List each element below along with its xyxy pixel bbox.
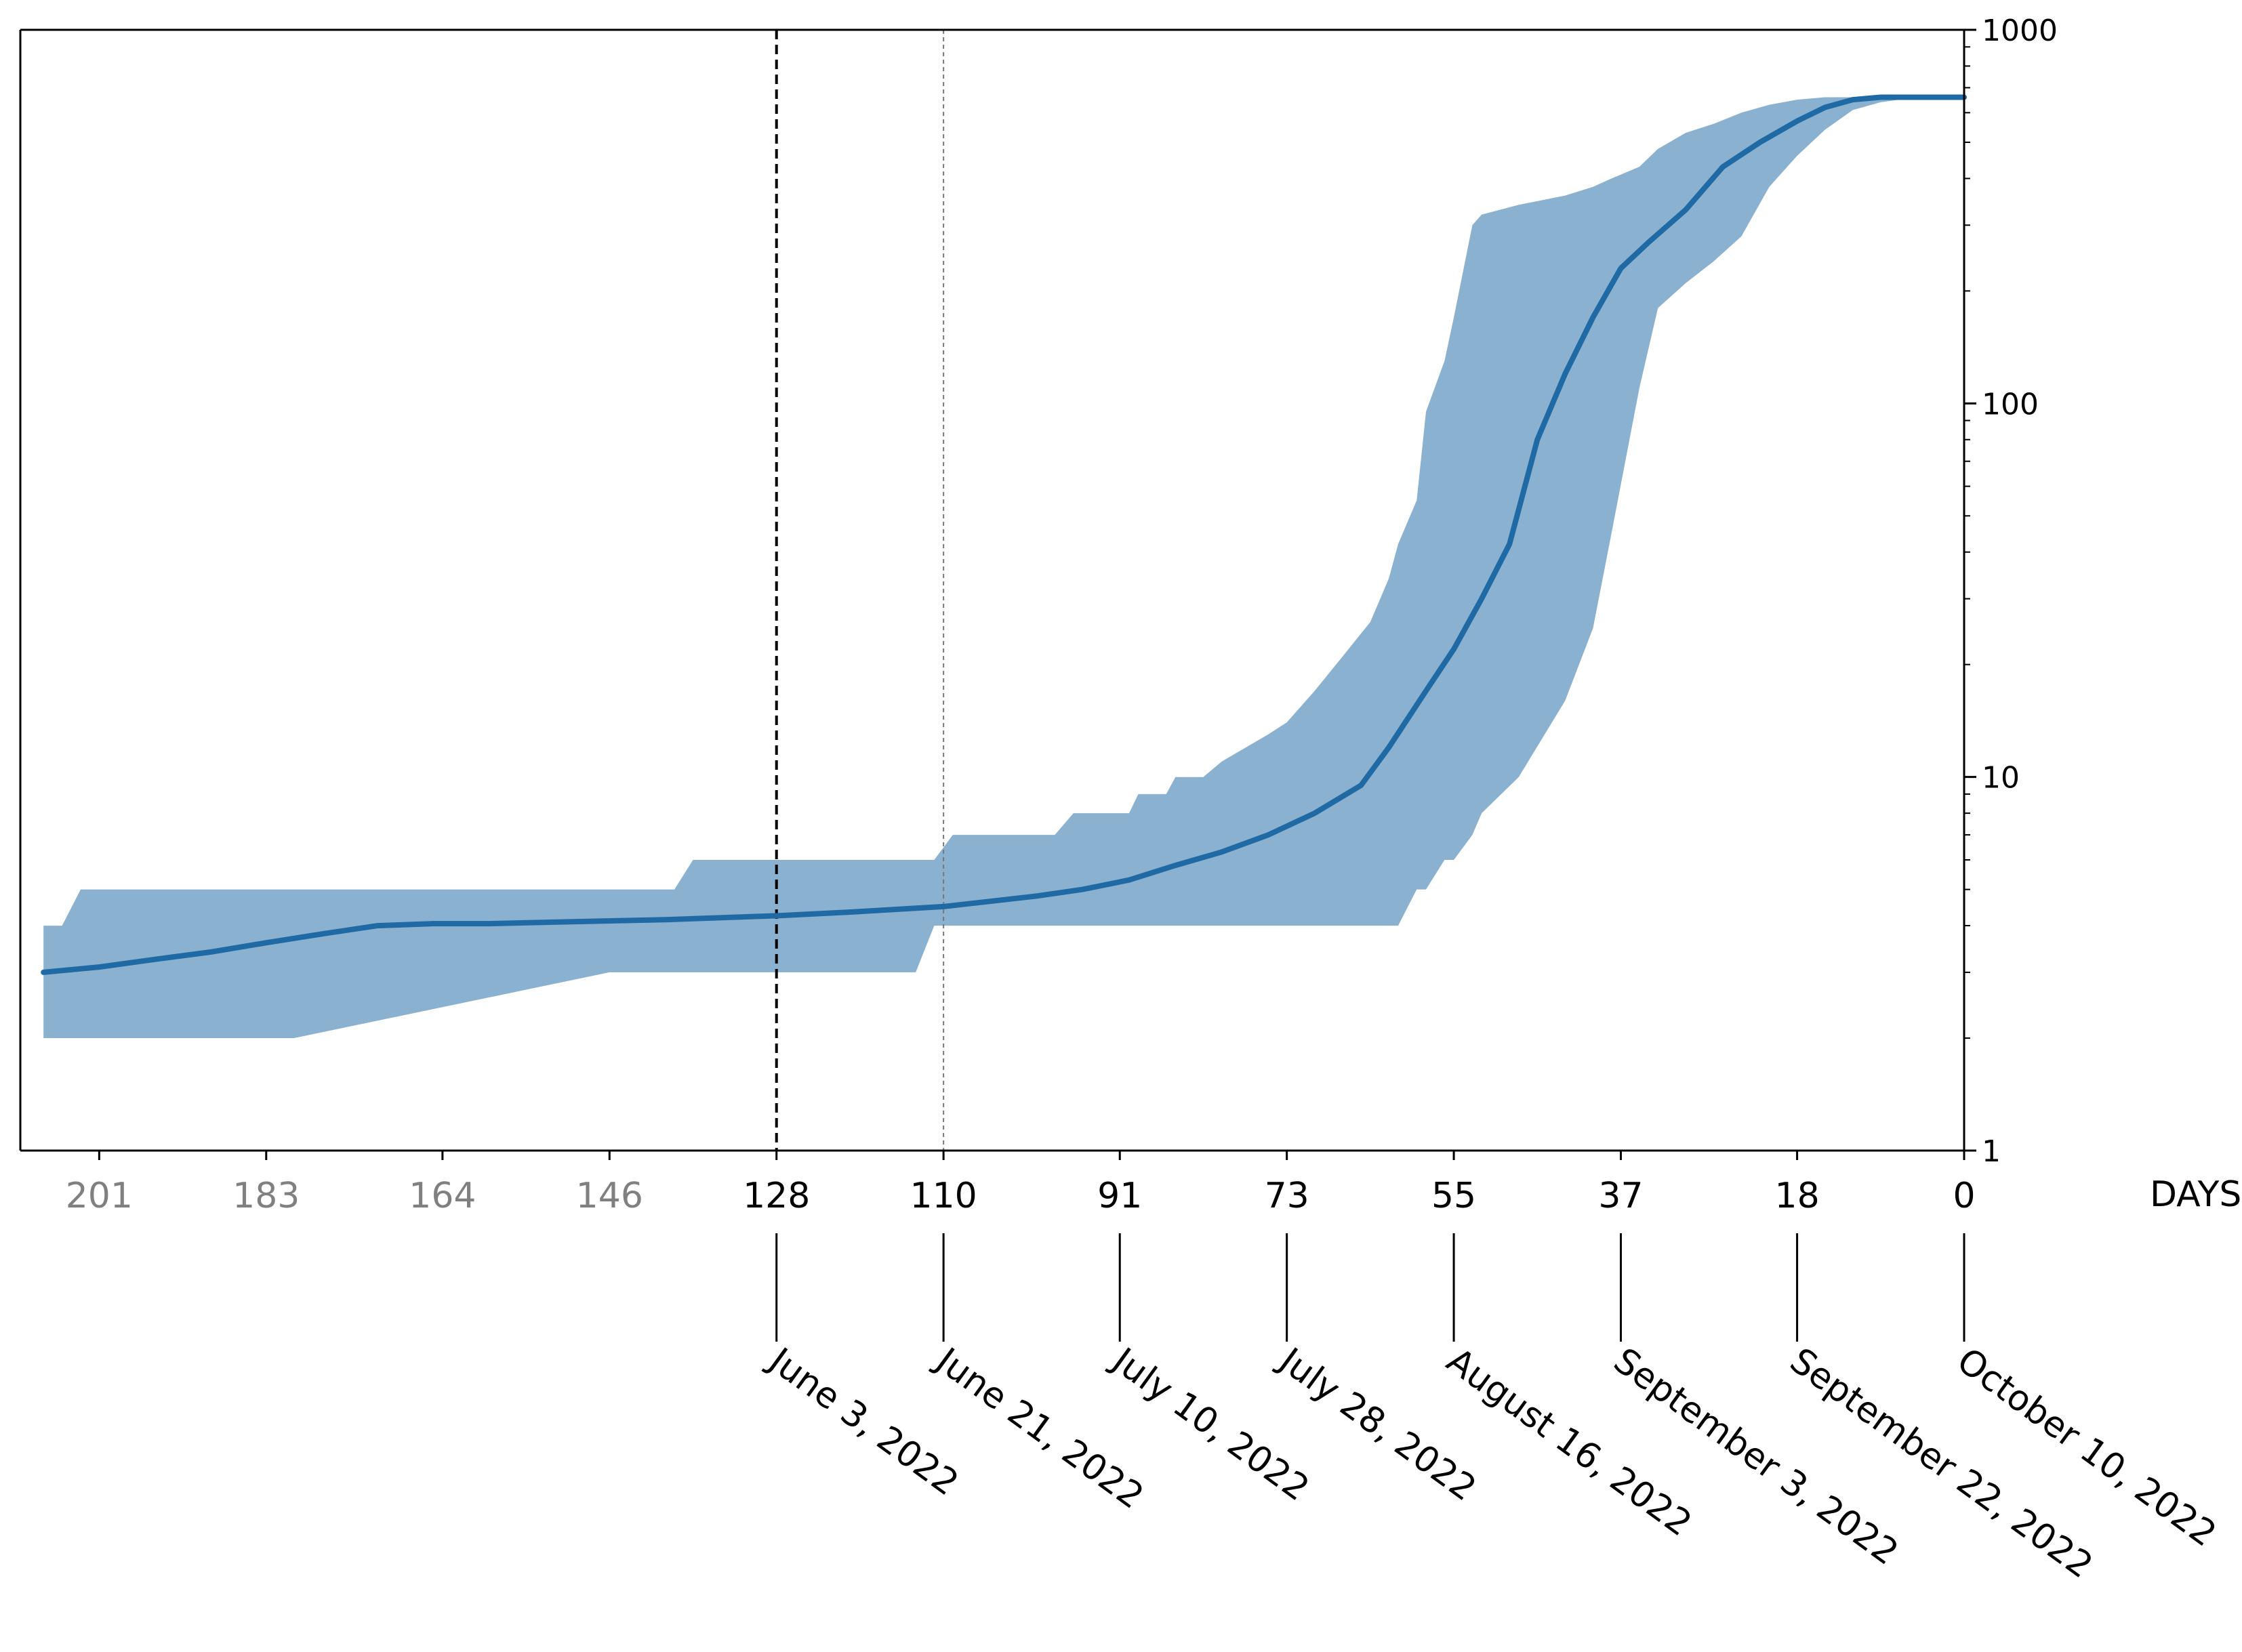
y-tick-label-10: 10 xyxy=(1982,761,2020,796)
date-label-18: September 22, 2022 xyxy=(1782,1340,2100,1586)
date-label-37: September 3, 2022 xyxy=(1606,1340,1906,1573)
x-tick-label-128: 128 xyxy=(743,1176,810,1216)
axes-layer xyxy=(19,28,1965,1152)
x-tick-label-73: 73 xyxy=(1265,1176,1309,1216)
x-tick-label-183: 183 xyxy=(232,1176,300,1216)
x-tick-label-201: 201 xyxy=(66,1176,133,1216)
y-tick-label-100: 100 xyxy=(1982,387,2039,421)
x-tick-label-110: 110 xyxy=(910,1176,977,1216)
reference-lines-layer xyxy=(775,30,945,1151)
y-tick-label-1000: 1000 xyxy=(1982,14,2058,48)
x-tick-label-0: 0 xyxy=(1953,1176,1975,1216)
x-tick-label-37: 37 xyxy=(1598,1176,1643,1216)
x-tick-label-146: 146 xyxy=(576,1176,643,1216)
x-tick-label-164: 164 xyxy=(409,1176,476,1216)
y-tick-label-1: 1 xyxy=(1982,1134,2001,1169)
series-line-layer xyxy=(41,94,1967,975)
x-tick-label-55: 55 xyxy=(1431,1176,1476,1216)
y-ticks-layer: 1 10 100 1000 xyxy=(1964,14,2058,1169)
x-tick-label-18: 18 xyxy=(1774,1176,1819,1216)
x-ticks-layer: 201 183 164 146 128 110 91 73 55 37 18 0 xyxy=(66,1151,1976,1216)
confidence-band xyxy=(43,97,1965,1038)
x-tick-label-91: 91 xyxy=(1097,1176,1142,1216)
confidence-band-layer xyxy=(43,97,1965,1038)
series-line xyxy=(41,94,1967,975)
x-axis-label: DAYS xyxy=(2150,1174,2241,1215)
